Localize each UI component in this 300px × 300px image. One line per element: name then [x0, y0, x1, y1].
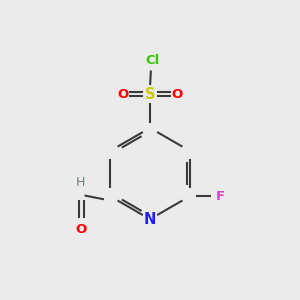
Text: H: H — [76, 176, 85, 189]
Text: O: O — [172, 88, 183, 100]
Text: Cl: Cl — [145, 54, 160, 67]
Text: S: S — [145, 87, 155, 102]
Text: O: O — [75, 224, 87, 236]
Text: N: N — [144, 212, 156, 227]
Text: F: F — [216, 190, 225, 203]
Text: O: O — [117, 88, 128, 100]
